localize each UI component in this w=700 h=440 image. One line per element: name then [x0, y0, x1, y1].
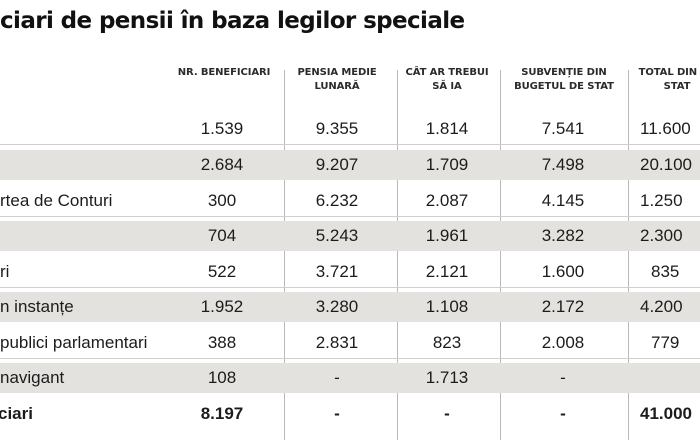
cell-state-subsidy: 7.498: [541, 155, 585, 174]
cell-average-pension: 3.721: [315, 262, 359, 281]
column-header-state-total: TOTAL DIN DE STAT: [638, 67, 700, 92]
cell-state-subsidy: -: [560, 368, 566, 387]
cell-should-receive: -: [444, 404, 450, 423]
table-row: rtea de Conturi 300 6.232 2.087 4.145 1.…: [0, 186, 700, 216]
cell-state-subsidy: -: [560, 404, 566, 423]
row-label: ciari: [0, 404, 33, 423]
cell-average-pension: 2.831: [315, 333, 359, 352]
cell-average-pension: 9.207: [315, 155, 359, 174]
row-divider: [0, 144, 700, 145]
cell-beneficiaries: 8.197: [200, 404, 244, 423]
cell-should-receive: 1.108: [425, 297, 469, 316]
cell-should-receive: 2.121: [425, 262, 469, 281]
cell-state-subsidy: 4.145: [541, 191, 585, 210]
cell-state-subsidy: 7.541: [541, 119, 585, 138]
cell-average-pension: 5.243: [315, 226, 359, 245]
cell-state-total: 41.000: [640, 404, 692, 423]
cell-beneficiaries: 300: [207, 191, 237, 210]
cell-state-subsidy: 1.600: [541, 262, 585, 281]
cell-state-total: 779: [651, 333, 680, 352]
column-header-beneficiaries: NR. BENEFICIARI: [177, 67, 271, 78]
column-divider: [628, 70, 629, 440]
cell-should-receive: 1.961: [425, 226, 469, 245]
column-header-average-pension: PENSIA MEDIE LUNARĂ: [297, 67, 377, 92]
column-header-state-subsidy: SUBVENȚIE DIN BUGETUL DE STAT: [514, 67, 614, 92]
cell-state-total: 4.200: [640, 297, 683, 316]
cell-state-total: 2.300: [640, 226, 683, 245]
row-label: n instanțe: [0, 297, 74, 316]
row-label: publici parlamentari: [0, 333, 148, 352]
row-label: rtea de Conturi: [0, 191, 113, 210]
cell-should-receive: 823: [432, 333, 462, 352]
cell-state-subsidy: 3.282: [541, 226, 585, 245]
table-row: 704 5.243 1.961 3.282 2.300: [0, 221, 700, 251]
column-divider: [397, 70, 398, 440]
cell-average-pension: -: [334, 368, 340, 387]
column-divider: [500, 70, 501, 440]
cell-beneficiaries: 704: [207, 226, 237, 245]
cell-should-receive: 1.709: [425, 155, 469, 174]
cell-beneficiaries: 108: [207, 368, 237, 387]
column-header-should-receive: CÂT AR TREBUI SĂ IA: [405, 67, 489, 92]
cell-average-pension: 3.280: [315, 297, 359, 316]
cell-average-pension: 6.232: [315, 191, 359, 210]
cell-beneficiaries: 1.539: [200, 119, 244, 138]
column-divider: [284, 70, 285, 440]
cell-average-pension: -: [334, 404, 340, 423]
table-row-total: ciari 8.197 - - - 41.000: [0, 399, 700, 429]
row-divider: [0, 216, 700, 217]
table-row: n instanțe 1.952 3.280 1.108 2.172 4.200: [0, 292, 700, 322]
cell-beneficiaries: 522: [207, 262, 237, 281]
cell-state-total: 835: [651, 262, 680, 281]
cell-state-subsidy: 2.008: [541, 333, 585, 352]
cell-average-pension: 9.355: [315, 119, 359, 138]
table-row: 2.684 9.207 1.709 7.498 20.100: [0, 150, 700, 180]
cell-state-total: 1.250: [640, 191, 683, 210]
table-header: NR. BENEFICIARI PENSIA MEDIE LUNARĂ CÂT …: [0, 66, 700, 110]
row-label: navigant: [0, 368, 65, 387]
table-row: navigant 108 - 1.713 -: [0, 363, 700, 393]
row-divider: [0, 358, 700, 359]
row-divider: [0, 287, 700, 288]
table-row: ri 522 3.721 2.121 1.600 835: [0, 257, 700, 287]
table-row: publici parlamentari 388 2.831 823 2.008…: [0, 328, 700, 358]
page-title: ciari de pensii în baza legilor speciale: [0, 8, 465, 34]
cell-beneficiaries: 2.684: [200, 155, 244, 174]
table-row: 1.539 9.355 1.814 7.541 11.600: [0, 114, 700, 144]
cell-beneficiaries: 388: [207, 333, 237, 352]
cell-state-subsidy: 2.172: [541, 297, 585, 316]
row-label: ri: [0, 262, 10, 281]
cell-state-total: 20.100: [640, 155, 692, 174]
cell-beneficiaries: 1.952: [200, 297, 244, 316]
cell-should-receive: 1.713: [425, 368, 469, 387]
cell-should-receive: 2.087: [425, 191, 469, 210]
cell-should-receive: 1.814: [425, 119, 469, 138]
cell-state-total: 11.600: [640, 119, 691, 138]
